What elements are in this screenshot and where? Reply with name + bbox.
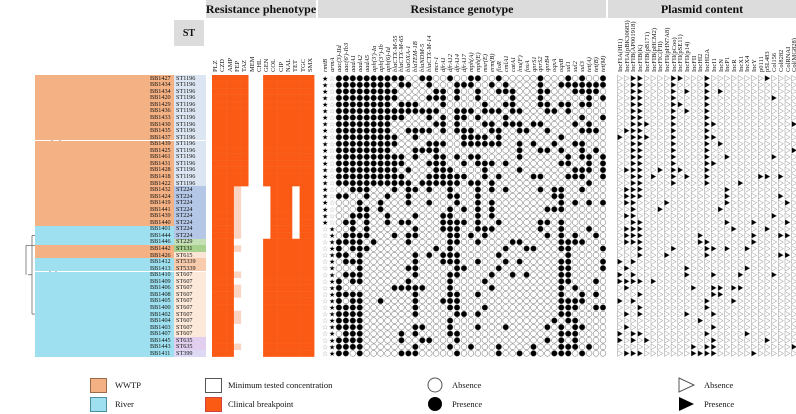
column-label: aadA1	[349, 55, 357, 72]
column-label: armA	[328, 57, 336, 72]
column-label: tet(B)	[593, 57, 601, 72]
column-label: COL	[270, 59, 278, 72]
legend-min-tested-swatch	[205, 378, 222, 393]
column-label: AMP	[226, 57, 234, 72]
isolate-id: BB1411	[150, 349, 171, 357]
isolate-st: ST399	[176, 349, 193, 357]
column-label: IncFII(p14)	[684, 41, 691, 72]
column-label: MEM	[248, 56, 256, 72]
column-label: dfrA17	[461, 53, 468, 72]
presence-triangle-icon	[679, 397, 694, 411]
column-label: erm(B)	[488, 53, 496, 72]
column-label: rmtB	[322, 59, 329, 72]
column-label: aac(6')-Ib3	[342, 42, 350, 72]
legend-presence-triangle-label: Presence	[704, 399, 735, 409]
column-label: TGC	[299, 59, 307, 72]
column-label: IncR	[730, 59, 738, 72]
column-label: Col8282	[777, 49, 785, 72]
legend-circle-icons	[427, 377, 443, 411]
column-label: IncFIB(pB171)	[643, 31, 651, 72]
legend-river-label: River	[115, 399, 134, 409]
legend-triangle-icons	[678, 377, 696, 411]
column-label: IncI1	[710, 58, 718, 72]
legend-clinical-swatch	[205, 397, 222, 412]
column-label: TAZ	[241, 59, 249, 72]
column-label: Col(MG828)	[791, 38, 796, 72]
column-label: msr(E)	[481, 53, 489, 72]
column-label: IncY	[751, 59, 758, 72]
legend-min-tested-label: Minimum tested concentration	[228, 380, 333, 390]
column-label: IncFIA(HI1)	[617, 38, 624, 72]
column-label: CHL	[255, 59, 263, 72]
column-label: tet(M)	[600, 55, 607, 72]
column-label: aph(3'')-Ib	[377, 44, 385, 72]
column-label: aac(3)-IId	[335, 45, 343, 72]
presence-circle-icon	[428, 397, 442, 411]
legend-wwtp-swatch	[90, 378, 107, 393]
column-label: aadA2	[356, 55, 364, 72]
column-label: fosA	[523, 60, 531, 72]
column-label: aph(3')-Ia	[370, 45, 378, 72]
column-label: mph(A)	[467, 52, 475, 73]
column-label: FEP	[233, 60, 241, 72]
column-label: dfrA14	[454, 53, 462, 72]
legend-clinical-label: Clinical breakpoint	[228, 399, 294, 409]
column-label: aadA5	[363, 55, 371, 72]
legend-absence-triangle-label: Absence	[704, 380, 734, 390]
column-label: mph(E)	[474, 52, 482, 73]
column-label: catA1	[509, 56, 517, 72]
column-label: aph(6)-Id	[384, 47, 392, 72]
column-label: SMX	[306, 57, 314, 72]
column-label: cmlA1	[502, 55, 510, 72]
column-label: IncFII(pHN7A8)	[663, 27, 671, 72]
column-label: CZD	[219, 59, 227, 72]
absence-triangle-icon	[678, 377, 696, 393]
column-label: NAL	[285, 58, 292, 72]
column-label: CIP	[277, 61, 285, 72]
legend-river-swatch	[90, 397, 107, 412]
legend-presence-circle-label: Presence	[452, 399, 483, 409]
column-label: PLZ	[212, 60, 219, 72]
legend-wwtp-label: WWTP	[115, 380, 141, 390]
column-label: floR	[495, 61, 503, 72]
column-label: TET	[292, 60, 300, 72]
column-label: lnu(F)	[516, 55, 524, 72]
legend-absence-circle-label: Absence	[452, 380, 482, 390]
absence-circle-icon	[427, 377, 443, 393]
